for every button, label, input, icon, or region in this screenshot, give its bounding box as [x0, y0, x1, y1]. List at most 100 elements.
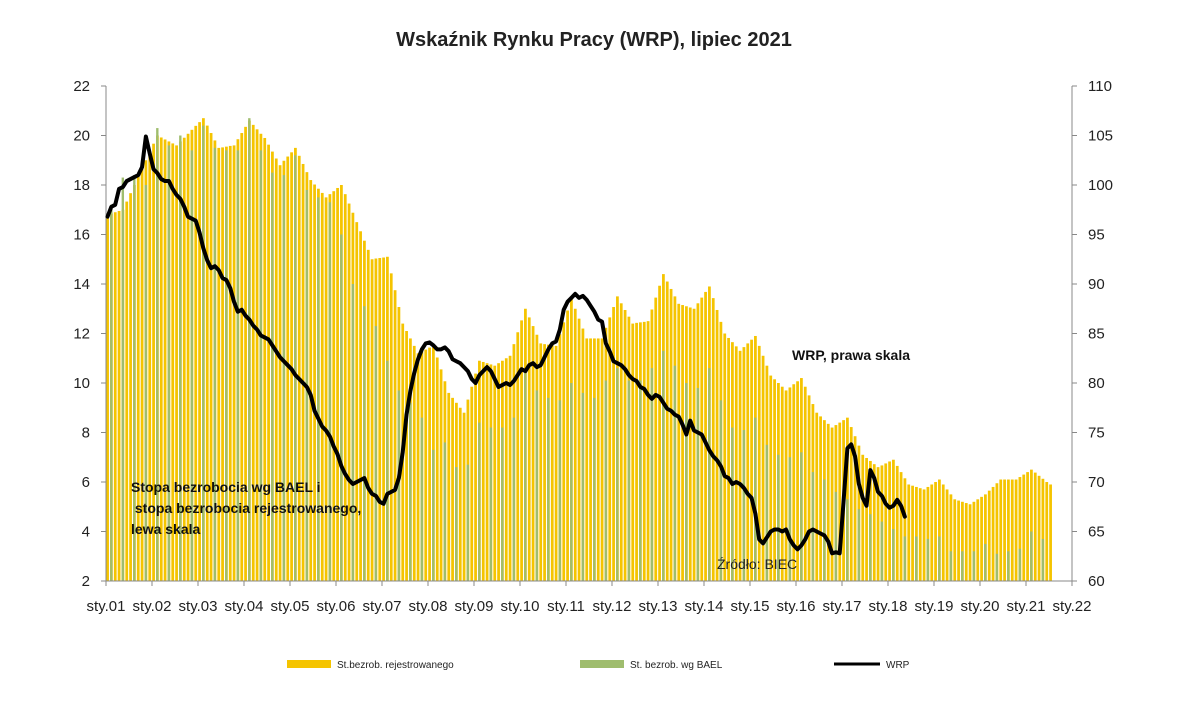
bar-registered	[439, 369, 443, 581]
bar-bael	[1030, 531, 1033, 581]
bar-bael	[294, 155, 297, 582]
bar-bael	[443, 442, 447, 581]
bar-registered	[953, 499, 957, 581]
bar-bael	[213, 147, 217, 582]
x-tick-label: sty.03	[179, 598, 218, 615]
bar-registered	[343, 194, 347, 581]
bar-registered	[600, 338, 604, 581]
bar-bael	[915, 536, 918, 581]
bar-registered	[493, 365, 497, 581]
bar-registered	[152, 143, 155, 582]
bar-registered	[113, 212, 117, 582]
legend-label-bael: St. bezrob. wg BAEL	[630, 660, 723, 671]
bar-registered	[451, 397, 454, 581]
bar-registered	[838, 422, 842, 581]
bar-bael	[236, 150, 240, 581]
bar-bael	[650, 368, 654, 581]
bar-bael	[800, 452, 803, 581]
x-tick-label: sty.16	[777, 598, 816, 615]
bar-bael	[972, 551, 976, 581]
bar-registered	[1049, 484, 1052, 581]
bar-registered	[428, 347, 431, 581]
bar-registered	[1010, 479, 1014, 581]
bar-registered	[1041, 478, 1045, 581]
bar-registered	[677, 303, 681, 581]
bar-registered	[324, 197, 328, 582]
x-tick-label: sty.05	[271, 598, 310, 615]
bar-registered	[915, 486, 918, 581]
bar-registered	[159, 137, 163, 582]
bar-registered	[175, 145, 178, 581]
legend-label-wrp: WRP	[886, 660, 910, 671]
bar-bael	[466, 464, 470, 581]
bar-registered	[393, 290, 397, 581]
bar-registered	[209, 133, 213, 581]
bar-bael	[777, 454, 780, 581]
legend-label-registered: St.bezrob. rejestrowanego	[337, 660, 454, 671]
x-tick-label: sty.18	[869, 598, 908, 615]
bar-registered	[182, 137, 186, 582]
x-tick-label: sty.13	[639, 598, 678, 615]
bar-registered	[1045, 482, 1049, 581]
bar-registered	[228, 145, 232, 581]
bar-registered	[462, 412, 466, 581]
bar-registered	[987, 490, 991, 581]
bar-bael	[524, 370, 527, 582]
bar-bael	[708, 368, 711, 581]
bar-registered	[750, 339, 753, 581]
bar-registered	[577, 318, 581, 581]
bar-registered	[872, 464, 876, 581]
bar-registered	[761, 355, 765, 581]
bar-registered	[734, 346, 738, 581]
bar-registered	[926, 486, 930, 581]
bar-bael	[1041, 538, 1045, 581]
x-tick-label: sty.08	[409, 598, 448, 615]
bar-bael	[995, 553, 999, 581]
legend: St.bezrob. rejestrowanego St. bezrob. wg…	[287, 660, 910, 671]
bar-registered	[646, 321, 650, 582]
bar-registered	[991, 486, 995, 581]
bar-bael	[731, 427, 734, 581]
x-tick-label: sty.17	[823, 598, 862, 615]
legend-swatch-registered	[287, 660, 331, 668]
bar-registered	[539, 343, 543, 581]
bar-registered	[746, 343, 750, 581]
bar-registered	[619, 303, 623, 581]
bar-bael	[558, 400, 562, 581]
bar-bael	[156, 128, 159, 581]
bar-registered	[723, 333, 727, 581]
bar-registered	[458, 407, 462, 581]
bar-registered	[704, 291, 707, 581]
bar-registered	[1022, 474, 1026, 581]
bar-bael	[857, 509, 861, 581]
bar-registered	[669, 288, 673, 581]
bar-bael	[1007, 551, 1010, 581]
x-axis-ticks: sty.01 sty.02 sty.03 sty.04 sty.05 sty.06 sty.…	[87, 581, 1091, 615]
bar-registered	[949, 494, 953, 582]
bar-registered	[416, 353, 420, 581]
annotations: Stopa bezrobocia wg BAEL i stopa bezrobo…	[131, 347, 910, 572]
y-axis-right-ticks: 60 65 70 75 80 85 90 95 100 105 110	[1072, 78, 1113, 590]
bar-registered	[378, 258, 382, 581]
annotation-left-series-line-2: stopa bezrobocia rejestrowanego,	[131, 500, 361, 516]
bar-registered	[830, 427, 834, 581]
bar-bael	[351, 284, 355, 581]
bar-registered	[623, 309, 627, 581]
bar-bael	[662, 350, 665, 581]
bar-bael	[340, 234, 343, 581]
bar-registered	[1026, 472, 1029, 581]
bar-registered	[918, 488, 922, 581]
y-right-tick-label: 110	[1088, 78, 1112, 95]
bar-registered	[945, 489, 949, 581]
y-left-tick-label: 6	[82, 474, 90, 491]
bar-registered	[286, 156, 290, 582]
bar-bael	[581, 392, 585, 581]
bar-registered	[125, 201, 129, 581]
bar-registered	[876, 467, 880, 581]
bar-bael	[133, 175, 136, 581]
bar-registered	[309, 180, 313, 582]
bar-registered	[140, 168, 144, 582]
y-right-tick-label: 80	[1088, 375, 1105, 392]
bar-registered	[665, 281, 669, 581]
bar-bael	[1018, 548, 1022, 581]
